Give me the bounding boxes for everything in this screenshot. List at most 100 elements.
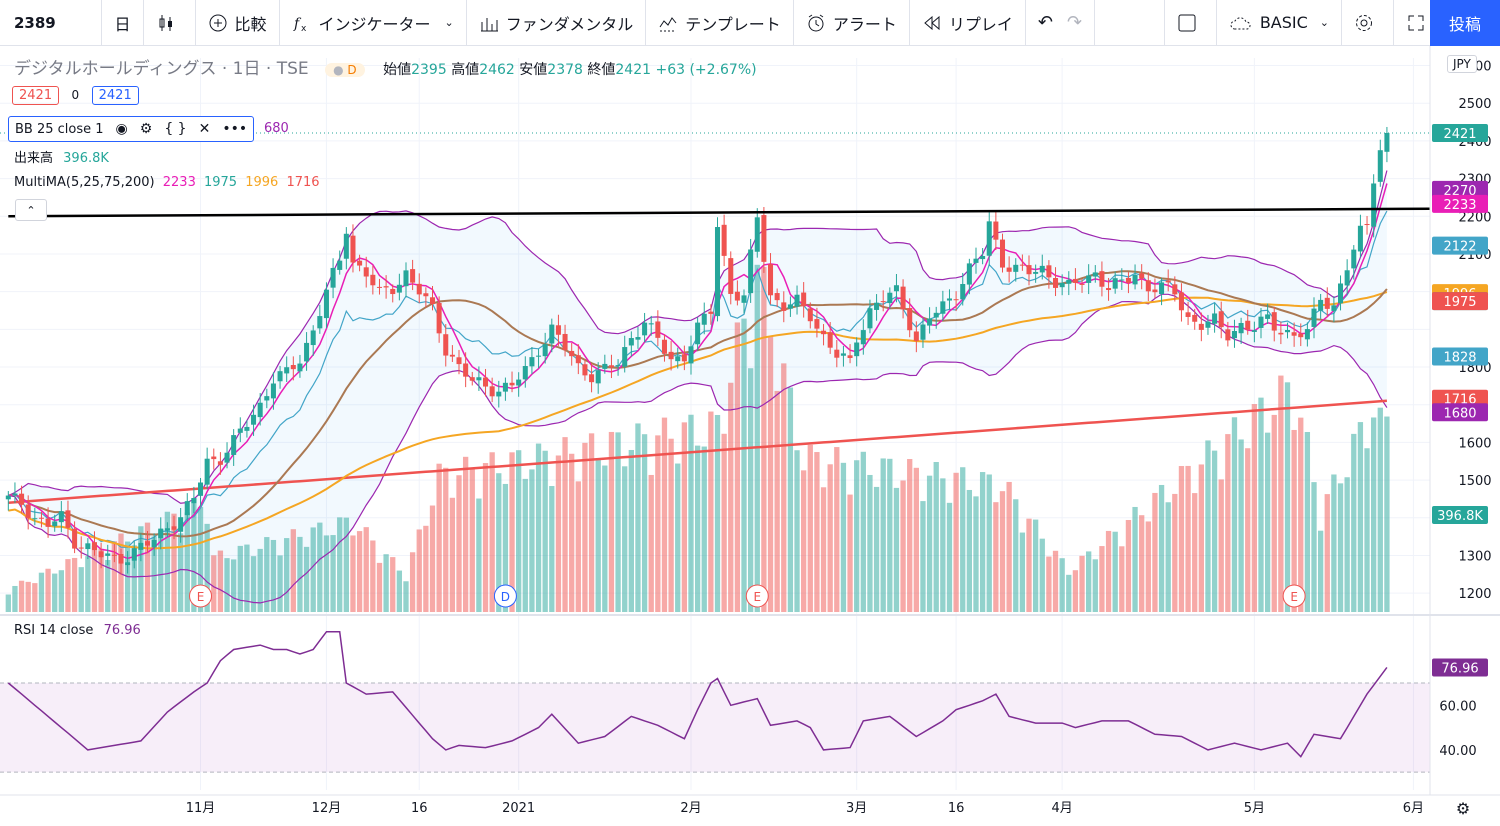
candle-body [555,325,561,335]
replay-button[interactable]: リプレイ [910,0,1026,46]
volume-bar [993,502,999,612]
price-label-box [1432,506,1488,524]
candle-body [1284,330,1291,333]
bid-box[interactable]: 2421 [12,86,60,105]
expand-icon [1408,15,1424,30]
event-marker [189,584,213,608]
fundamentals-label: ファンダメンタル [505,14,634,34]
volume-bar [290,529,296,612]
candle-body [1198,323,1204,330]
collapse-legend-button[interactable]: ⌃ [15,199,47,221]
volume-bar [701,446,707,612]
candle-body [1112,278,1118,289]
candle-body [1159,282,1165,295]
compare-button[interactable]: 比較 [196,0,280,46]
volume-bar [1119,546,1125,612]
ask-box[interactable]: 2421 [91,86,139,105]
candle-body [58,511,64,523]
candle-body [290,365,296,370]
candle-body [781,302,787,311]
rewind-icon [924,15,940,30]
candle-body [244,426,250,431]
candle-body [516,379,522,386]
chart-canvas[interactable]: E D E E 120013001500160018002100220023002400… [0,46,1500,826]
candle-body [1185,312,1191,317]
price-tick-label: 1300 [1458,549,1491,564]
fundamentals-button[interactable]: ファンダメンタル [467,0,647,46]
bb-lower-line [8,293,1388,604]
candle-body [1079,283,1085,285]
volume-bar [688,414,694,612]
candle-body [602,363,608,369]
candle-body [297,363,303,372]
candle-body [1039,265,1045,273]
candle-body [999,239,1006,268]
volume-bar [728,382,734,612]
volume-bar [496,473,502,612]
volume-bar [244,544,250,612]
volume-bar [529,469,535,612]
volume-bar [1105,530,1112,612]
braces-icon[interactable]: { } [164,121,187,137]
volume-bar [1158,484,1165,612]
candle-body [913,331,919,341]
volume-bar [1384,416,1390,612]
candle-body [429,297,436,304]
volume-bar [1291,429,1297,612]
candle-body [1086,275,1092,283]
volume-bar [694,445,701,612]
volume-bar [65,559,71,612]
symbol-search[interactable]: 2389 [0,0,103,46]
undo-icon[interactable]: ↶ [1037,12,1053,33]
eye-icon[interactable]: ◉ [115,121,128,137]
volume-bar [171,513,177,612]
volume-bar [661,417,668,612]
gear-icon[interactable]: ⚙ [139,121,153,137]
candle-body [880,301,886,303]
volume-bar [522,478,528,612]
candle-body [38,517,44,519]
volume-bar [1172,493,1178,612]
interval-button[interactable]: 日 [102,0,144,46]
candle-body [330,267,336,288]
candle-body [794,294,800,307]
currency-badge[interactable]: JPY [1447,55,1477,73]
volume-bar [462,456,469,612]
candle-body [423,293,429,297]
volume-bar [1019,532,1026,612]
chart-type-button[interactable] [144,0,196,46]
layout-label: BASIC [1259,13,1308,32]
volume-bar [575,481,581,612]
volume-bar [668,438,674,612]
volume-bar [1112,531,1118,612]
candle-body [45,518,51,527]
candle-body [1384,132,1390,152]
add-circle-icon [209,14,226,31]
volume-bar [363,527,369,612]
volume-bar [973,496,979,612]
bb-indicator-legend[interactable]: BB 25 close 1 ◉ ⚙ { } ✕ ••• [8,116,255,142]
bb-upper-line [8,170,1388,504]
close-icon[interactable]: ✕ [198,121,211,137]
candle-body [323,289,329,319]
volume-bar [814,452,820,612]
volume-bar [1218,479,1224,612]
alerts-button[interactable]: アラート [794,0,910,46]
fullscreen-panel-button[interactable] [1163,0,1217,46]
settings-button[interactable] [1342,0,1394,46]
candle-body [1145,280,1151,292]
candle-body [847,355,853,359]
volume-bar [1125,519,1132,612]
volume-bar [1072,570,1079,612]
time-tick-label: 4月 [1052,801,1073,816]
candle-body [1072,278,1078,283]
more-icon[interactable]: ••• [222,121,248,137]
candle-body [164,528,170,531]
post-button[interactable]: 投稿 [1430,0,1500,46]
layout-button[interactable]: BASIC ⌄ [1217,0,1342,46]
redo-icon[interactable]: ↷ [1066,12,1083,33]
templates-button[interactable]: テンプレート [646,0,794,46]
candle-body [1357,225,1363,252]
candle-body [834,349,840,358]
